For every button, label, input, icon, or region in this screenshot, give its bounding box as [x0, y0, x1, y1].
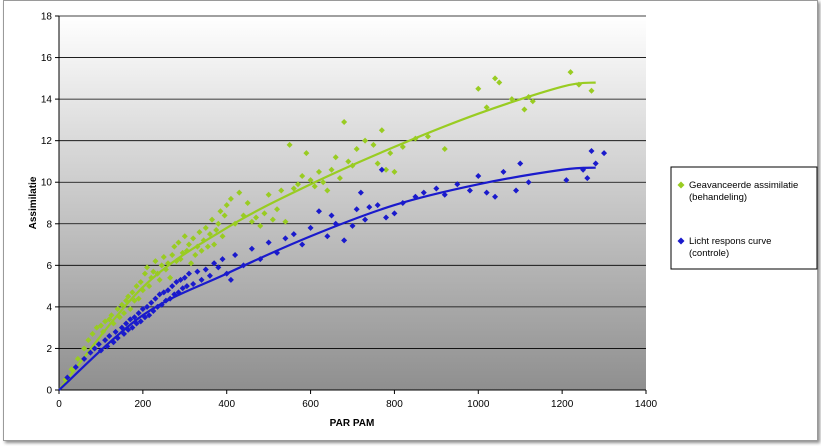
y-tick-label: 0: [46, 386, 52, 397]
y-tick-label: 18: [41, 12, 53, 23]
y-tick-label: 12: [41, 136, 53, 147]
x-tick-label: 1000: [467, 399, 490, 410]
scatter-chart: 0 2 4 6 8 10 12 14 16 18 0 200 400 600 800 1000 1200 1400…: [4, 1, 819, 442]
plot-area: [59, 16, 646, 390]
x-tick-label: 200: [135, 399, 152, 410]
y-tick-label: 10: [41, 178, 53, 189]
legend-label-series-1: (behandeling): [689, 192, 747, 203]
legend-label-series-2: (controle): [689, 248, 729, 259]
y-tick-label: 8: [46, 219, 52, 230]
y-tick-label: 4: [46, 302, 52, 313]
x-axis-title: PAR PAM: [330, 418, 375, 429]
y-axis-title: Assimilatie: [28, 176, 39, 229]
y-tick-label: 2: [46, 344, 52, 355]
x-tick-label: 0: [56, 399, 62, 410]
legend-label-series-1: Geavanceerde assimilatie: [689, 180, 798, 191]
y-tick-label: 16: [41, 53, 53, 64]
y-tick-label: 14: [41, 95, 53, 106]
x-tick-label: 1400: [635, 399, 658, 410]
y-tick-label: 6: [46, 261, 52, 272]
chart-frame: 0 2 4 6 8 10 12 14 16 18 0 200 400 600 800 1000 1200 1400…: [3, 0, 818, 441]
x-tick-label: 1200: [551, 399, 574, 410]
legend: Geavanceerde assimilatie(behandeling) Lic…: [671, 167, 817, 269]
x-tick-label: 800: [386, 399, 403, 410]
x-tick-label: 600: [302, 399, 319, 410]
legend-label-series-2: Licht respons curve: [689, 236, 771, 247]
x-tick-label: 400: [218, 399, 235, 410]
